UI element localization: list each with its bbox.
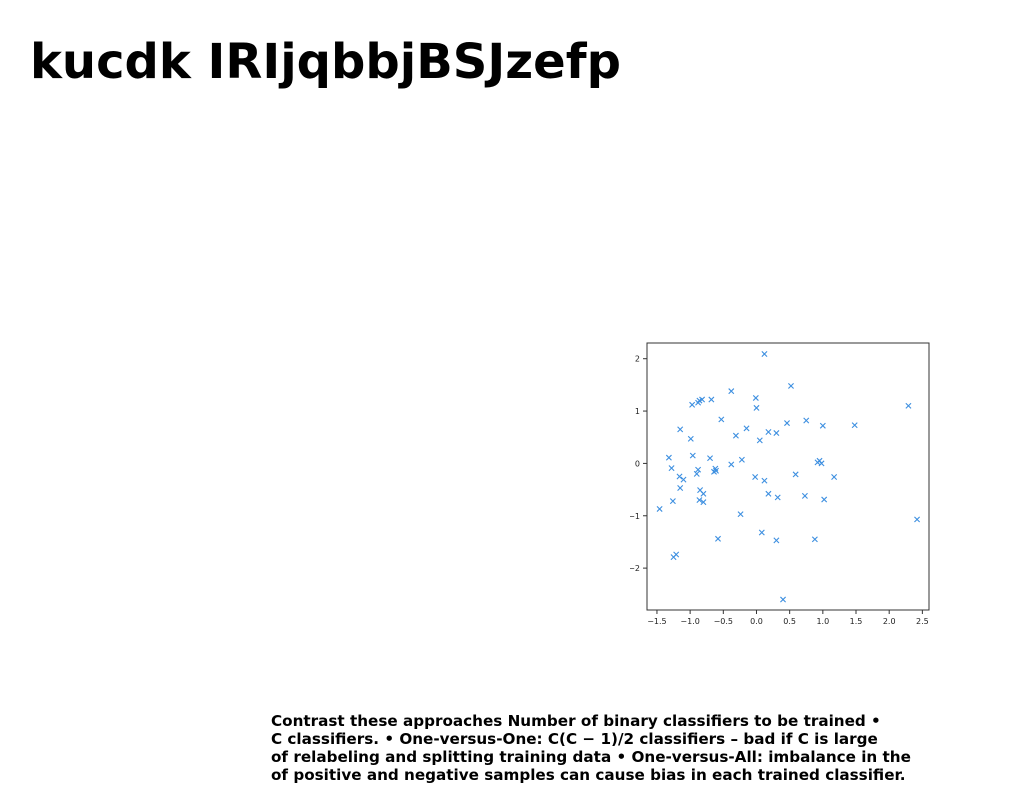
y-tick-label: −2 [630, 564, 640, 573]
scatter-point [773, 430, 780, 437]
y-tick-label: −1 [630, 512, 640, 521]
caption-line: of positive and negative samples can cau… [271, 766, 906, 784]
scatter-point [811, 536, 818, 543]
scatter-point [773, 537, 780, 544]
y-tick-label: 1 [635, 407, 640, 416]
scatter-point [707, 455, 714, 462]
y-tick-label: 0 [635, 459, 640, 468]
caption: Contrast these approaches Number of bina… [271, 712, 951, 784]
scatter-point [801, 492, 808, 499]
scatter-plot-figure: −1.5 −1.0 −0.5 0.0 0.5 1.0 1.5 2.0 2.5 −2 −1 0 1 2 [630, 332, 935, 632]
scatter-point [761, 351, 768, 357]
x-tick-label: 2.0 [883, 617, 896, 626]
scatter-point [792, 471, 799, 478]
scatter-point [689, 452, 696, 459]
scatter-point [784, 420, 790, 427]
x-axis-ticks: −1.5 −1.0 −0.5 0.0 0.5 1.0 1.5 2.0 2.5 [647, 610, 929, 626]
scatter-point [693, 470, 700, 477]
scatter-point [765, 490, 772, 497]
caption-line: C classifiers. • One-versus-One: C(C − 1… [271, 730, 878, 748]
x-tick-label: 1.0 [816, 617, 829, 626]
scatter-point [715, 535, 721, 542]
scatter-point [700, 499, 707, 506]
scatter-point [752, 394, 759, 401]
scatter-point [851, 422, 858, 429]
scatter-point [676, 473, 683, 480]
y-tick-label: 2 [635, 355, 640, 364]
scatter-point [728, 461, 735, 468]
scatter-point [914, 516, 921, 523]
scatter-point [656, 505, 663, 512]
scatter-point [669, 498, 676, 505]
plot-frame [646, 342, 930, 611]
scatter-plot: −1.5 −1.0 −0.5 0.0 0.5 1.0 1.5 2.0 2.5 −2 −1 0 1 2 [630, 342, 930, 626]
scatter-point [695, 399, 702, 406]
scatter-point [687, 435, 694, 442]
scatter-point [718, 416, 725, 423]
scatter-point [905, 402, 912, 409]
caption-line: of relabeling and splitting training dat… [271, 748, 911, 766]
scatter-point [677, 485, 684, 492]
x-tick-label: −0.5 [714, 617, 733, 626]
scatter-point [711, 468, 718, 475]
scatter-point [670, 554, 677, 561]
scatter-point [752, 474, 759, 481]
x-tick-label: 2.5 [916, 617, 929, 626]
scatter-point [738, 456, 745, 463]
scatter-point [787, 382, 794, 389]
scatter-point [765, 429, 772, 435]
scatter-point [819, 422, 826, 429]
scatter-point [761, 477, 768, 484]
scatter-point [689, 401, 696, 408]
scatter-point [756, 437, 763, 444]
x-tick-label: 0.5 [783, 617, 796, 626]
slide-title: kucdk IRIjqbbjBSJzefp [30, 34, 621, 90]
scatter-point [743, 425, 750, 432]
scatter-points [656, 351, 921, 603]
scatter-point [753, 404, 760, 411]
x-tick-label: −1.5 [647, 617, 666, 626]
scatter-point [708, 396, 715, 403]
scatter-point [774, 494, 781, 501]
scatter-point [700, 490, 707, 497]
scatter-point [695, 466, 702, 473]
scatter-point [821, 496, 828, 503]
scatter-point [831, 474, 838, 481]
scatter-point [780, 596, 787, 603]
x-tick-label: −1.0 [680, 617, 699, 626]
caption-line: Contrast these approaches Number of bina… [271, 712, 881, 730]
scatter-point [665, 454, 672, 461]
scatter-point [732, 432, 739, 439]
x-tick-label: 0.0 [750, 617, 763, 626]
y-axis-ticks: −2 −1 0 1 2 [630, 355, 647, 573]
scatter-point [728, 388, 735, 395]
scatter-point [737, 511, 744, 518]
x-tick-label: 1.5 [850, 617, 863, 626]
scatter-point [758, 529, 765, 536]
scatter-point [680, 476, 687, 483]
scatter-point [696, 497, 703, 504]
scatter-point [677, 426, 684, 433]
scatter-point [818, 460, 825, 467]
scatter-point [803, 417, 810, 424]
scatter-point [668, 465, 675, 472]
